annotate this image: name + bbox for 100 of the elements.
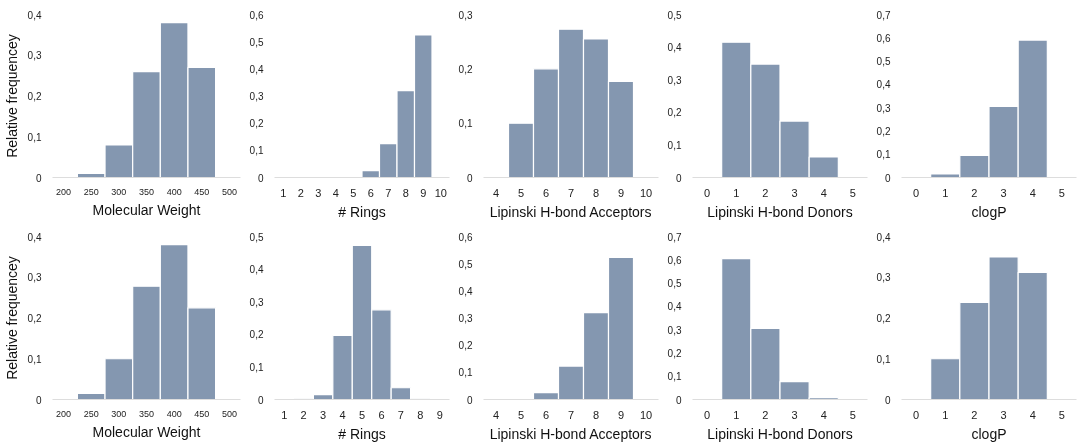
x-tick-label: 5 [849, 408, 856, 421]
y-tick-label: 0,4 [667, 42, 682, 54]
y-tick-label: 0,2 [458, 340, 473, 352]
y-tick-label: 0,1 [876, 353, 891, 365]
y-tick-label: 0,4 [458, 285, 473, 297]
x-tick-label: 350 [138, 408, 155, 419]
y-tick-label: 0,4 [27, 9, 42, 21]
x-tick-label: 4 [332, 186, 339, 199]
x-tick-label: 9 [617, 186, 625, 199]
y-tick-label: 0,1 [249, 361, 264, 373]
y-tick-label: 0,2 [27, 91, 42, 102]
y-tick-label: 0,1 [667, 371, 682, 383]
x-tick-label: 3 [791, 186, 798, 199]
x-tick-label: 8 [417, 408, 424, 421]
y-tick-label: 0,2 [458, 63, 473, 75]
x-tick-label: 4 [492, 408, 500, 421]
x-tick-label: 1 [942, 408, 949, 421]
y-tick-label: 0 [257, 394, 264, 406]
y-tick-label: 0,4 [249, 63, 264, 75]
y-axis-title: Relative frequencey [3, 34, 20, 158]
x-tick-label: 6 [367, 186, 374, 199]
x-tick-label: 1 [280, 186, 287, 199]
y-tick-label: 0,7 [667, 231, 682, 243]
x-tick-label: 250 [83, 408, 99, 419]
x-tick-label: 300 [111, 186, 127, 197]
x-tick-label: 2 [971, 408, 978, 421]
y-tick-label: 0,3 [249, 91, 264, 102]
x-tick-label: 5 [1058, 186, 1065, 199]
x-axis-title: Lipinski H-bond Donors [707, 425, 853, 442]
x-tick-label: 6 [542, 408, 550, 421]
y-tick-label: 0 [884, 172, 891, 184]
y-tick-label: 0,4 [27, 231, 42, 243]
x-tick-label: 1 [733, 408, 740, 421]
y-tick-label: 0 [466, 172, 473, 184]
x-tick-label: 4 [820, 186, 827, 199]
y-tick-label: 0,1 [249, 145, 264, 157]
x-tick-label: 7 [567, 186, 575, 199]
x-tick-label: 2 [762, 408, 769, 421]
y-tick-label: 0,3 [458, 313, 473, 324]
y-tick-label: 0,2 [249, 329, 264, 341]
x-tick-label: 6 [378, 408, 385, 421]
y-tick-label: 0,6 [876, 32, 891, 44]
x-tick-label: 3 [791, 408, 798, 421]
x-tick-label: 400 [166, 408, 182, 419]
y-tick-label: 0 [466, 394, 473, 406]
y-axis-title: Relative frequencey [3, 256, 20, 380]
x-tick-label: 500 [221, 408, 237, 419]
x-tick-label: 0 [913, 186, 920, 199]
x-tick-label: 7 [385, 186, 392, 199]
y-tick-label: 0,5 [249, 231, 264, 243]
x-tick-label: 200 [56, 186, 72, 197]
y-tick-label: 0,3 [27, 50, 42, 62]
y-tick-label: 0,1 [458, 118, 473, 130]
x-tick-label: 0 [704, 186, 711, 199]
x-tick-label: 3 [320, 408, 327, 421]
x-tick-label: 2 [971, 186, 978, 199]
y-tick-label: 0 [35, 172, 42, 184]
y-tick-label: 0 [675, 172, 682, 184]
x-tick-label: 5 [1058, 408, 1065, 421]
x-tick-label: 4 [1029, 408, 1036, 421]
y-tick-label: 0,2 [876, 313, 891, 324]
x-tick-label: 5 [849, 186, 856, 199]
y-tick-label: 0,3 [876, 102, 891, 114]
x-axis-title: # Rings [338, 203, 386, 220]
y-tick-label: 0,4 [876, 79, 891, 91]
y-tick-label: 0,4 [876, 231, 891, 243]
x-axis-title: Molecular Weight [92, 423, 201, 440]
x-tick-label: 10 [434, 186, 447, 199]
x-tick-label: 5 [517, 186, 525, 199]
x-tick-label: 10 [639, 408, 653, 421]
x-tick-label: 7 [397, 408, 404, 421]
y-tick-label: 0,6 [249, 9, 264, 21]
y-tick-label: 0,3 [667, 324, 682, 336]
x-tick-label: 250 [83, 186, 99, 197]
y-tick-label: 0,1 [876, 149, 891, 161]
x-tick-label: 2 [762, 186, 769, 199]
y-tick-label: 0,4 [249, 264, 264, 276]
x-tick-label: 2 [297, 186, 304, 199]
x-axis-title: # Rings [338, 425, 386, 442]
x-tick-label: 5 [517, 408, 525, 421]
y-tick-label: 0,1 [27, 353, 42, 365]
y-tick-label: 0,3 [876, 272, 891, 284]
y-tick-label: 0,7 [876, 9, 891, 21]
x-tick-label: 8 [592, 186, 600, 199]
y-tick-label: 0,2 [27, 313, 42, 324]
y-tick-label: 0,2 [249, 118, 264, 130]
y-tick-label: 0 [35, 394, 42, 406]
y-tick-label: 0 [884, 394, 891, 406]
x-axis-title: Lipinski H-bond Donors [707, 203, 853, 220]
x-tick-label: 400 [166, 186, 182, 197]
y-tick-label: 0,4 [667, 301, 682, 313]
x-tick-label: 3 [315, 186, 322, 199]
y-tick-label: 0,1 [667, 139, 682, 151]
y-tick-label: 0,5 [876, 56, 891, 68]
x-tick-label: 9 [436, 408, 443, 421]
x-tick-label: 3 [1000, 186, 1007, 199]
x-tick-label: 2 [300, 408, 307, 421]
x-tick-label: 0 [704, 408, 711, 421]
x-tick-label: 300 [111, 408, 127, 419]
y-tick-label: 0,5 [458, 258, 473, 270]
